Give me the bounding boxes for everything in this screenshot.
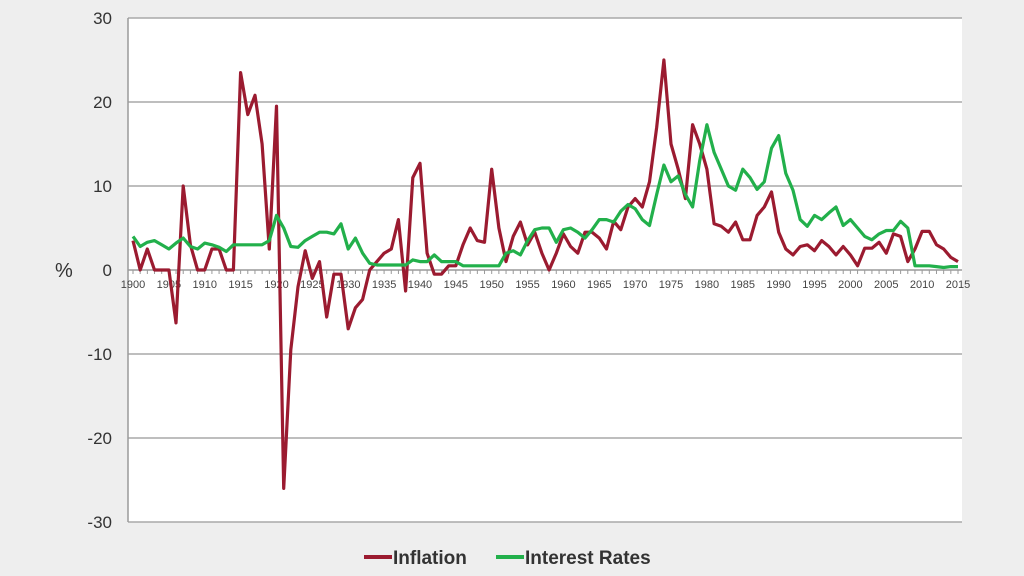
x-tick-label: 1930 (336, 279, 360, 291)
x-tick-label: 1960 (551, 279, 575, 291)
x-tick-label: 1925 (300, 279, 324, 291)
x-tick-label: 1945 (444, 279, 468, 291)
x-tick-label: 1970 (623, 279, 647, 291)
x-tick-label: 2010 (910, 279, 934, 291)
x-tick-label: 1935 (372, 279, 396, 291)
series-lines (131, 58, 959, 490)
x-tick-label: 1995 (802, 279, 826, 291)
gridlines (128, 17, 962, 523)
x-tick-label: 1990 (766, 279, 790, 291)
x-tick-label: 1940 (408, 279, 432, 291)
x-tick-label: 1985 (731, 279, 755, 291)
x-tick-label: 1905 (157, 279, 181, 291)
y-tick-label: 20 (93, 93, 112, 112)
y-tick-label: 0 (103, 261, 112, 280)
x-tick-label: 1920 (264, 279, 288, 291)
x-tick-label: 2000 (838, 279, 862, 291)
series-line-interest-rates (131, 123, 958, 270)
y-axis-label: % (55, 260, 73, 282)
x-tick-label: 1915 (228, 279, 252, 291)
x-axis: 1900 1905 1910 1915 1920 1925 1930 1935 1940 1945… (121, 269, 970, 291)
legend-label-inflation: Inflation (393, 548, 467, 569)
y-tick-label: -20 (87, 429, 112, 448)
y-tick-label: -30 (87, 513, 112, 532)
x-tick-label: 1980 (695, 279, 719, 291)
x-tick-label: 2015 (946, 279, 970, 291)
y-axis: 30 20 10 0 -10 -20 -30 (87, 9, 129, 532)
legend-label-interest-rates: Interest Rates (525, 548, 651, 569)
series-line-inflation (131, 58, 959, 490)
x-tick-label: 2005 (874, 279, 898, 291)
x-tick-label: 1975 (659, 279, 683, 291)
y-tick-label: 30 (93, 9, 112, 28)
y-tick-label: 10 (93, 177, 112, 196)
x-tick-label: 1950 (479, 279, 503, 291)
x-tick-label: 1955 (515, 279, 539, 291)
legend: Inflation Interest Rates (364, 548, 651, 569)
x-tick-label: 1965 (587, 279, 611, 291)
x-tick-label: 1910 (192, 279, 216, 291)
y-tick-label: -10 (87, 345, 112, 364)
x-tick-label: 1900 (121, 279, 145, 291)
